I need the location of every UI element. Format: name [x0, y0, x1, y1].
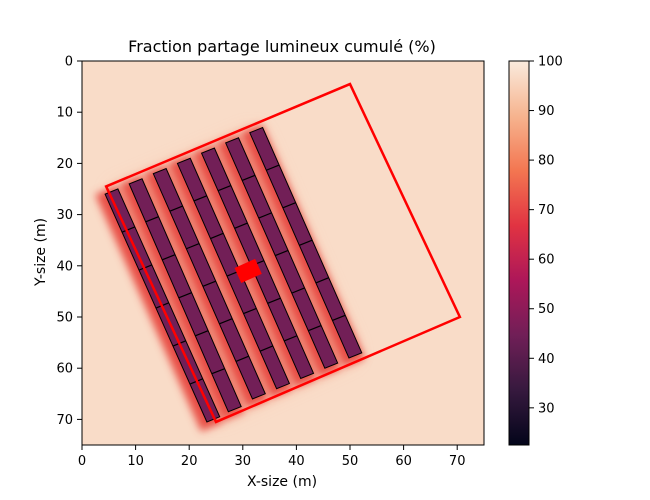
- colorbar-tick-label: 50: [538, 302, 555, 317]
- colorbar: [509, 61, 529, 445]
- panel-divider: [243, 307, 257, 315]
- panel-row: [152, 167, 266, 400]
- chart-title: Fraction partage lumineux cumulé (%): [128, 37, 436, 56]
- panel-divider: [235, 355, 250, 362]
- highlight-marker: [234, 258, 262, 283]
- x-axis-label: X-size (m): [247, 474, 317, 490]
- panel-divider: [267, 297, 281, 304]
- colorbar-tick-label: 100: [538, 55, 563, 70]
- plot-area: [82, 61, 484, 445]
- colorbar-tick-label: 70: [538, 203, 555, 218]
- panel-divider: [299, 239, 313, 246]
- panel-row: [200, 147, 315, 380]
- panel-row: [224, 137, 339, 369]
- panel-row: [249, 126, 363, 359]
- colorbar-tick-label: 80: [538, 154, 555, 169]
- plot-frame: [81, 60, 485, 446]
- panel-divider: [283, 335, 298, 342]
- panel-divider: [138, 264, 153, 271]
- colorbar-tick-label: 30: [538, 401, 555, 416]
- y-tick-label: 20: [56, 157, 73, 172]
- panel-divider: [275, 249, 289, 257]
- y-tick-label: 70: [56, 413, 73, 428]
- panel-divider: [202, 280, 216, 287]
- panel-divider: [259, 345, 274, 352]
- panel-divider: [193, 195, 208, 202]
- x-tick-label: 60: [395, 454, 412, 469]
- panel-divider: [145, 216, 159, 223]
- colorbar-tick-label: 90: [538, 104, 555, 119]
- x-tick-label: 0: [78, 454, 86, 469]
- y-tick-label: 40: [56, 259, 73, 274]
- colorbar-axis: 30 40 50 60 70 80 90 100: [529, 55, 563, 416]
- colorbar-tick-label: 60: [538, 253, 555, 268]
- panel-divider: [315, 277, 329, 284]
- panel-divider: [161, 254, 176, 261]
- x-tick-label: 70: [449, 454, 466, 469]
- colorbar-tick-label: 40: [538, 352, 555, 367]
- panel-divider: [219, 318, 233, 325]
- panel-row: [176, 157, 291, 390]
- panel-divider: [266, 164, 280, 171]
- panel-divider: [234, 222, 248, 229]
- panel-divider: [211, 368, 225, 375]
- y-tick-label: 0: [65, 55, 73, 70]
- panel-divider: [241, 174, 256, 182]
- colorbar-frame: [508, 60, 530, 446]
- x-tick-label: 20: [181, 454, 198, 469]
- x-tick-label: 40: [288, 454, 305, 469]
- y-axis: 0 10 20 30 40 50 60 70: [56, 55, 82, 428]
- panel-divider: [210, 232, 224, 240]
- panel-divider: [291, 287, 305, 294]
- panel-divider: [282, 202, 296, 209]
- x-tick-label: 10: [127, 454, 144, 469]
- x-tick-label: 50: [342, 454, 359, 469]
- x-axis: 0 10 20 30 40 50 60 70: [78, 445, 466, 469]
- panel-divider: [258, 212, 272, 219]
- y-tick-label: 60: [56, 362, 73, 377]
- panel-divider: [121, 226, 136, 233]
- panel-divider: [195, 330, 209, 337]
- x-tick-label: 30: [235, 454, 252, 469]
- panel-row: [128, 178, 242, 413]
- y-tick-label: 10: [56, 106, 73, 121]
- y-tick-label: 30: [56, 208, 73, 223]
- panel-divider: [308, 324, 322, 332]
- panel-divider: [186, 243, 200, 250]
- y-tick-label: 50: [56, 311, 73, 326]
- panel-divider: [332, 314, 346, 321]
- boundary-rectangle: [104, 82, 462, 424]
- panel-divider: [217, 185, 232, 192]
- panel-divider: [178, 292, 192, 299]
- y-axis-label: Y-size (m): [33, 218, 49, 287]
- panel-divider: [169, 205, 183, 212]
